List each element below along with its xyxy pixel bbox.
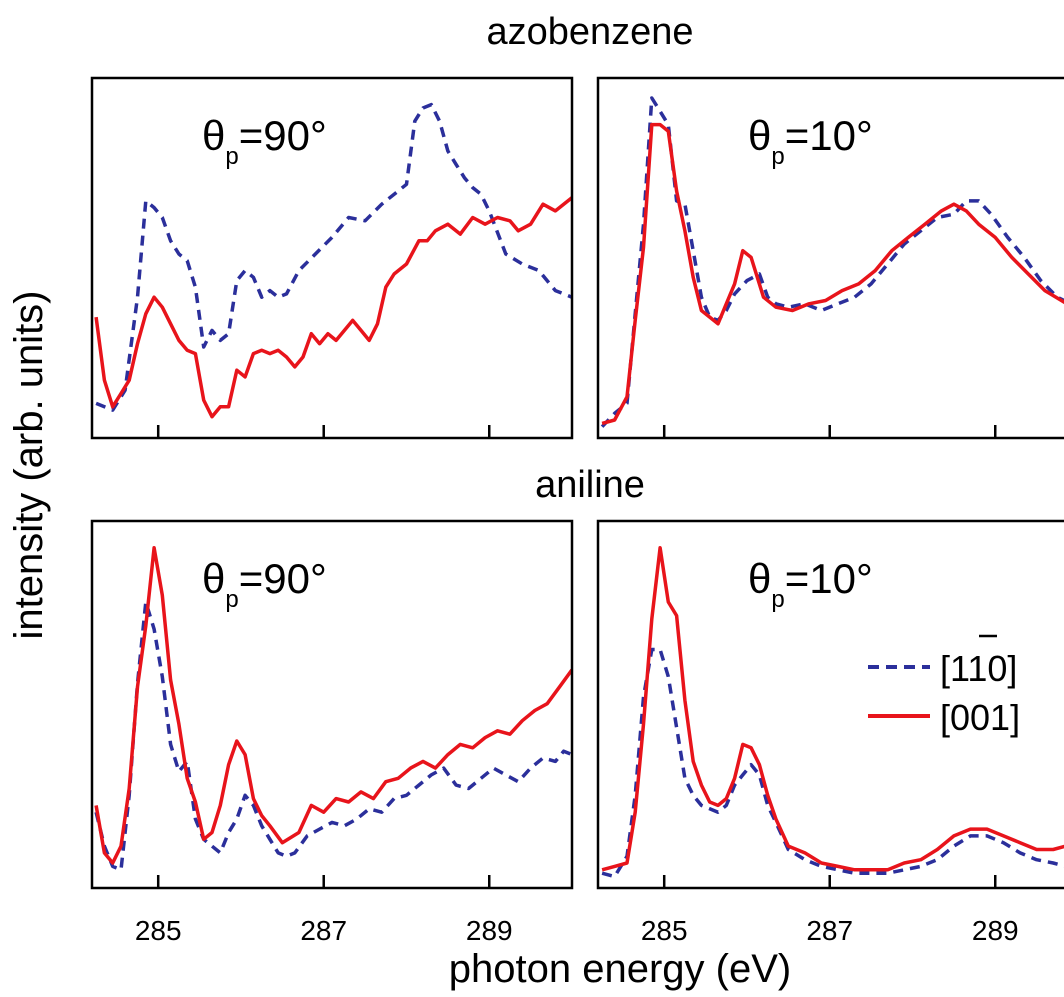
panel-annotation: θp=10° (748, 555, 873, 613)
series-line-001 (94, 546, 572, 865)
panel-annotation: θp=90° (202, 555, 327, 613)
legend: [110] [001] (868, 634, 1020, 738)
panel-azobenzene-10: θp=10° (596, 76, 1064, 440)
plot-area (601, 546, 1064, 879)
x-tick-label: 285 (135, 915, 182, 946)
series-line-001 (601, 122, 1064, 426)
x-tick-label: 287 (300, 915, 347, 946)
plot-area (600, 96, 1064, 428)
panel-azobenzene-90: θp=90° (90, 76, 574, 440)
x-tick-label: 287 (806, 915, 853, 946)
x-tick-label: 289 (972, 915, 1019, 946)
x-axis-label: photon energy (eV) (449, 947, 791, 991)
series-line-001 (601, 546, 1064, 872)
panel-frame (596, 519, 1064, 890)
panel-annotation: θp=10° (748, 112, 873, 170)
plot-area (94, 546, 572, 872)
panel-aniline-10: 285 287 289 θp=10° (596, 519, 1064, 946)
y-axis-label: intensity (arb. units) (7, 290, 51, 639)
panels: θp=90° θp=10° 285 287 289 θp=90° 285 287 289 θp=1… (90, 76, 1064, 946)
plot-area (94, 102, 572, 419)
x-tick-label: 285 (641, 915, 688, 946)
panel-frame (90, 519, 574, 890)
series-line-001 (94, 196, 572, 419)
series-line-110 (94, 600, 572, 872)
panel-frame (90, 76, 574, 440)
legend-label-001: [001] (940, 697, 1020, 738)
series-line-110 (600, 96, 1064, 428)
panel-aniline-90: 285 287 289 θp=90° (90, 519, 574, 946)
series-line-110 (95, 102, 572, 412)
panel-annotation: θp=90° (202, 112, 327, 170)
legend-label-110: [110] (940, 648, 1017, 689)
row-title-azobenzene: azobenzene (486, 11, 693, 53)
series-line-110 (601, 647, 1064, 879)
panel-frame (596, 76, 1064, 440)
row-title-aniline: aniline (535, 464, 645, 506)
x-tick-label: 289 (466, 915, 513, 946)
